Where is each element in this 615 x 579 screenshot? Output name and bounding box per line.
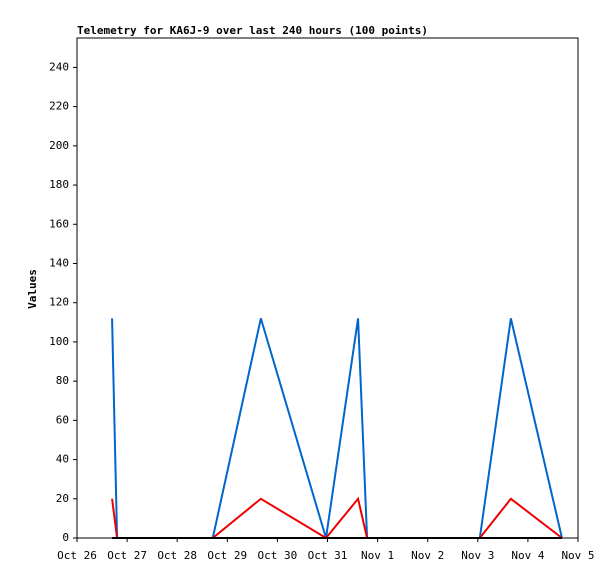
y-tick-label: 0 bbox=[62, 531, 69, 544]
x-tick-label: Oct 30 bbox=[258, 549, 298, 562]
y-axis-label: Values bbox=[26, 269, 39, 309]
y-tick-label: 40 bbox=[56, 453, 69, 466]
y-tick-label: 100 bbox=[49, 335, 69, 348]
chart-title: Telemetry for KA6J-9 over last 240 hours… bbox=[77, 24, 428, 37]
y-tick-label: 60 bbox=[56, 413, 69, 426]
x-tick-label: Oct 28 bbox=[157, 549, 197, 562]
y-tick-label: 160 bbox=[49, 217, 69, 230]
y-tick-label: 200 bbox=[49, 139, 69, 152]
x-tick-label: Nov 5 bbox=[561, 549, 594, 562]
y-tick-label: 120 bbox=[49, 296, 69, 309]
y-tick-label: 20 bbox=[56, 492, 69, 505]
x-tick-label: Nov 2 bbox=[411, 549, 444, 562]
x-tick-label: Nov 1 bbox=[361, 549, 394, 562]
y-tick-label: 80 bbox=[56, 374, 69, 387]
x-tick-label: Oct 31 bbox=[308, 549, 348, 562]
y-tick-label: 140 bbox=[49, 256, 69, 269]
x-tick-label: Nov 4 bbox=[511, 549, 544, 562]
x-tick-label: Oct 29 bbox=[207, 549, 247, 562]
x-tick-label: Nov 3 bbox=[461, 549, 494, 562]
y-tick-label: 240 bbox=[49, 60, 69, 73]
x-tick-label: Oct 26 bbox=[57, 549, 97, 562]
y-tick-label: 180 bbox=[49, 178, 69, 191]
y-tick-label: 220 bbox=[49, 100, 69, 113]
x-tick-label: Oct 27 bbox=[107, 549, 147, 562]
